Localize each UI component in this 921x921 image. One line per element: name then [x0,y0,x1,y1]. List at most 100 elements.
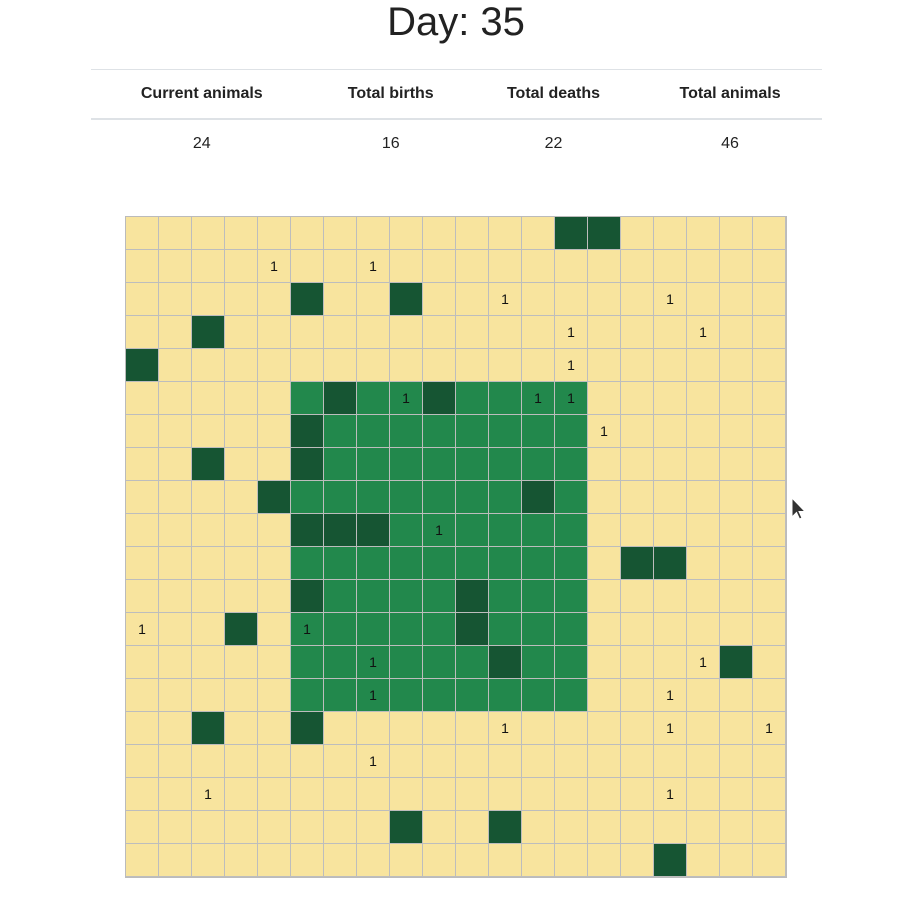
grid-cell[interactable] [654,415,687,448]
grid-cell[interactable] [489,811,522,844]
grid-cell[interactable] [720,217,753,250]
grid-cell[interactable] [324,382,357,415]
grid-cell[interactable] [720,250,753,283]
grid-cell[interactable] [489,580,522,613]
grid-cell[interactable] [522,580,555,613]
grid-cell[interactable] [159,514,192,547]
grid-cell[interactable] [423,844,456,877]
grid-cell[interactable] [192,613,225,646]
grid-cell[interactable] [324,415,357,448]
grid-cell[interactable] [357,514,390,547]
grid-cell[interactable] [423,613,456,646]
grid-cell[interactable]: 1 [489,712,522,745]
grid-cell[interactable] [456,679,489,712]
grid-cell[interactable] [192,646,225,679]
grid-cell[interactable] [555,250,588,283]
grid-cell[interactable] [159,250,192,283]
grid-cell[interactable] [456,283,489,316]
grid-cell[interactable] [720,349,753,382]
grid-cell[interactable] [324,844,357,877]
grid-cell[interactable] [489,646,522,679]
grid-cell[interactable] [126,316,159,349]
grid-cell[interactable] [126,382,159,415]
grid-cell[interactable] [588,580,621,613]
grid-cell[interactable] [159,745,192,778]
grid-cell[interactable] [291,580,324,613]
grid-cell[interactable] [753,679,786,712]
grid-cell[interactable] [258,580,291,613]
grid-cell[interactable] [720,811,753,844]
grid-cell[interactable] [753,349,786,382]
grid-cell[interactable]: 1 [654,679,687,712]
grid-cell[interactable] [324,217,357,250]
grid-cell[interactable] [258,349,291,382]
grid-cell[interactable] [753,382,786,415]
grid-cell[interactable]: 1 [654,712,687,745]
grid-cell[interactable] [192,448,225,481]
grid-cell[interactable] [621,316,654,349]
grid-cell[interactable] [621,679,654,712]
grid-cell[interactable] [390,448,423,481]
grid-cell[interactable] [390,811,423,844]
grid-cell[interactable] [456,745,489,778]
grid-cell[interactable] [687,745,720,778]
grid-cell[interactable] [522,679,555,712]
grid-cell[interactable] [324,580,357,613]
grid-cell[interactable] [555,415,588,448]
grid-cell[interactable] [654,844,687,877]
grid-cell[interactable] [654,481,687,514]
grid-cell[interactable]: 1 [126,613,159,646]
grid-cell[interactable] [687,580,720,613]
grid-cell[interactable] [423,811,456,844]
grid-cell[interactable] [258,811,291,844]
grid-cell[interactable] [159,778,192,811]
grid-cell[interactable] [324,745,357,778]
grid-cell[interactable]: 1 [753,712,786,745]
grid-cell[interactable] [720,316,753,349]
grid-cell[interactable] [456,646,489,679]
grid-cell[interactable] [258,778,291,811]
grid-cell[interactable] [621,283,654,316]
grid-cell[interactable] [291,382,324,415]
grid-cell[interactable] [291,679,324,712]
grid-cell[interactable] [555,547,588,580]
grid-cell[interactable] [390,316,423,349]
grid-cell[interactable] [423,217,456,250]
grid-cell[interactable] [621,778,654,811]
grid-cell[interactable] [654,646,687,679]
grid-cell[interactable] [489,250,522,283]
grid-cell[interactable] [225,514,258,547]
grid-cell[interactable] [720,613,753,646]
grid-cell[interactable] [423,580,456,613]
grid-cell[interactable] [258,679,291,712]
grid-cell[interactable] [720,448,753,481]
grid-cell[interactable] [621,580,654,613]
grid-cell[interactable] [489,217,522,250]
grid-cell[interactable] [687,217,720,250]
grid-cell[interactable] [753,844,786,877]
grid-cell[interactable] [687,349,720,382]
grid-cell[interactable] [225,217,258,250]
grid-cell[interactable] [687,613,720,646]
grid-cell[interactable] [555,580,588,613]
grid-cell[interactable] [390,778,423,811]
grid-cell[interactable] [522,217,555,250]
grid-cell[interactable] [621,712,654,745]
grid-cell[interactable] [654,745,687,778]
grid-cell[interactable] [324,712,357,745]
grid-cell[interactable] [489,613,522,646]
grid-cell[interactable] [357,382,390,415]
grid-cell[interactable]: 1 [654,283,687,316]
grid-cell[interactable] [522,481,555,514]
grid-cell[interactable] [390,217,423,250]
grid-cell[interactable] [192,382,225,415]
grid-cell[interactable] [357,217,390,250]
grid-cell[interactable] [522,613,555,646]
grid-cell[interactable] [753,778,786,811]
grid-cell[interactable] [159,448,192,481]
grid-cell[interactable] [456,580,489,613]
grid-cell[interactable] [291,514,324,547]
grid-cell[interactable] [753,217,786,250]
grid-cell[interactable] [489,382,522,415]
grid-cell[interactable] [126,679,159,712]
